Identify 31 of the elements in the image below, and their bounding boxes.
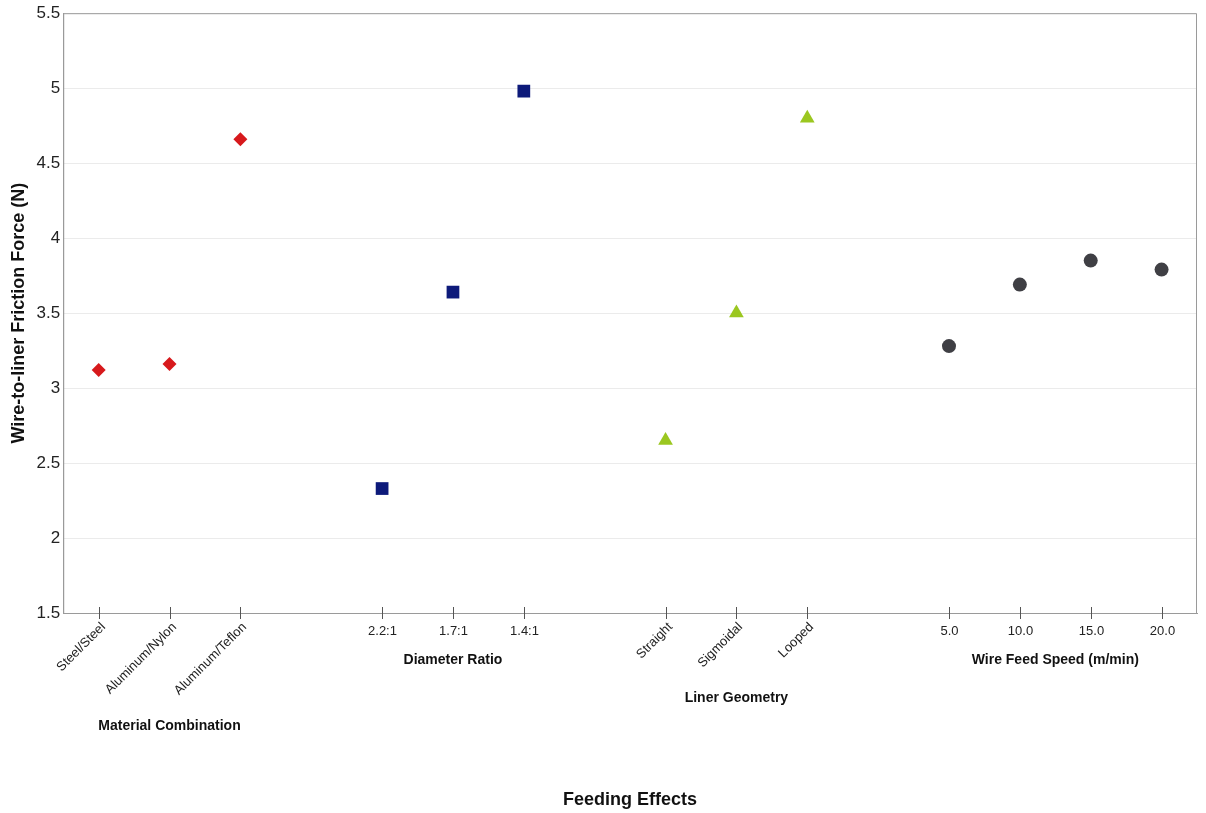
y-tick-label: 3 bbox=[50, 377, 61, 397]
x-tick-label: 15.0 bbox=[1078, 623, 1105, 639]
point bbox=[1012, 277, 1027, 292]
x-tick-label: 1.4:1 bbox=[510, 623, 539, 639]
y-axis-title: Wire-to-liner Friction Force (N) bbox=[7, 182, 28, 444]
point bbox=[162, 357, 177, 372]
point bbox=[233, 132, 248, 147]
text: Diameter Ratio bbox=[403, 650, 503, 667]
point bbox=[941, 339, 956, 354]
y-tick-label: 1.5 bbox=[36, 602, 61, 622]
point bbox=[517, 84, 531, 98]
y-tick-label: 5 bbox=[50, 77, 61, 97]
x-tick-label: 20.0 bbox=[1149, 623, 1176, 639]
y-tick-label: 3.5 bbox=[36, 302, 61, 322]
x-tick-label: 10.0 bbox=[1007, 623, 1034, 639]
point bbox=[1083, 253, 1098, 268]
text: Feeding Effects bbox=[563, 788, 698, 809]
y-tick-label: 5.5 bbox=[36, 2, 61, 22]
text: Material Combination bbox=[98, 716, 241, 733]
point bbox=[375, 482, 389, 495]
y-tick-label: 2.5 bbox=[36, 452, 61, 472]
text: Liner Geometry bbox=[684, 689, 789, 706]
x-tick-label: 2.2:1 bbox=[368, 623, 397, 639]
point bbox=[1154, 262, 1169, 277]
x-tick-label: 5.0 bbox=[940, 623, 959, 639]
point bbox=[91, 363, 106, 378]
y-tick-label: 2 bbox=[50, 527, 61, 547]
text: Wire Feed Speed (m/min) bbox=[971, 650, 1139, 667]
y-tick-label: 4 bbox=[50, 227, 61, 247]
y-tick-label: 4.5 bbox=[36, 152, 61, 172]
x-tick-label: 1.7:1 bbox=[439, 623, 468, 639]
